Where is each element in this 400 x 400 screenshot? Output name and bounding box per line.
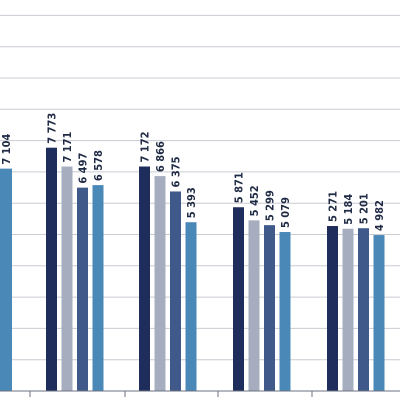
bar xyxy=(185,222,197,391)
bar-value-label: 5 079 xyxy=(279,197,292,228)
bar-value-label: 7 172 xyxy=(139,131,152,162)
gridlines xyxy=(0,14,400,361)
bar xyxy=(342,228,354,391)
bar xyxy=(358,228,369,391)
bar-value-label: 5 271 xyxy=(327,191,340,222)
x-axis xyxy=(0,390,400,397)
bar xyxy=(327,226,338,391)
bar-value-label: 5 452 xyxy=(248,185,261,216)
bar-value-label: 5 299 xyxy=(264,190,277,221)
bar xyxy=(61,166,73,391)
bar xyxy=(170,191,181,391)
bar-value-label: 5 201 xyxy=(358,193,371,224)
bar xyxy=(139,166,150,391)
bar-value-label: 5 393 xyxy=(185,187,198,218)
bar-value-label: 4 982 xyxy=(373,200,386,231)
bar xyxy=(46,147,57,391)
bar-value-label: 5 184 xyxy=(342,194,355,225)
bar xyxy=(233,207,244,391)
bar-value-label: 6 375 xyxy=(170,156,183,187)
bar xyxy=(92,185,104,391)
bar xyxy=(264,225,275,391)
bar-value-label: 6 578 xyxy=(92,150,105,181)
bar-value-label: 7 171 xyxy=(61,131,74,162)
bar-value-label: 7 773 xyxy=(46,113,59,144)
bar-value-label: 5 871 xyxy=(233,172,246,203)
bar xyxy=(373,235,385,391)
bar xyxy=(154,176,166,391)
bar xyxy=(0,168,12,391)
bar-value-label: 6 866 xyxy=(154,141,167,172)
bar xyxy=(279,232,291,391)
bar xyxy=(248,220,260,391)
bars xyxy=(0,147,385,391)
bar xyxy=(77,187,88,391)
bar-value-label: 7 104 xyxy=(0,134,13,165)
bar-value-label: 6 497 xyxy=(77,153,90,184)
